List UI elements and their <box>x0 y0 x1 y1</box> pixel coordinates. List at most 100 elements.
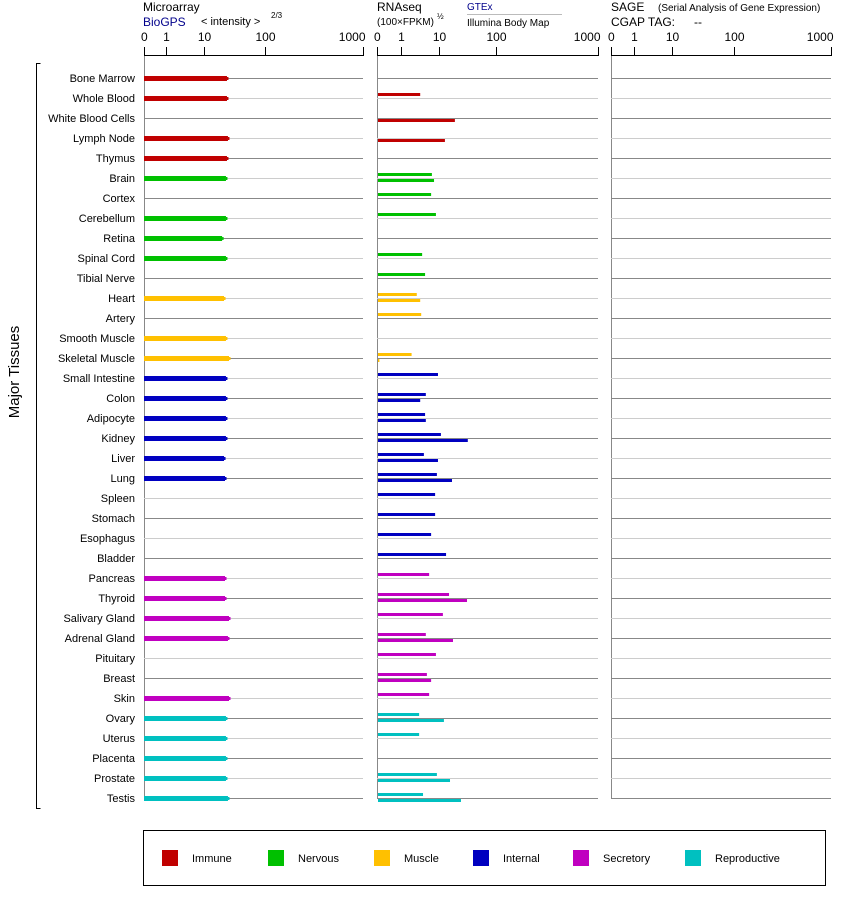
microarray-title: Microarray <box>143 0 200 14</box>
rnaseq-bar <box>378 553 447 556</box>
microarray-bar <box>144 576 226 581</box>
legend-swatch-secretory <box>573 850 589 866</box>
microarray-bar <box>144 456 225 461</box>
tissue-label: Ovary <box>106 713 136 725</box>
rnaseq-bar <box>378 213 436 216</box>
tissue-label: Stomach <box>92 513 135 525</box>
rnaseq-bar <box>378 399 421 402</box>
microarray-bar-cap <box>225 577 227 580</box>
tissue-label: Testis <box>107 793 136 805</box>
sage-tick-label: 100 <box>724 30 744 44</box>
tissue-label: Bone Marrow <box>70 73 135 85</box>
sage-tick-label: 10 <box>666 30 680 44</box>
rnaseq-bar <box>378 713 420 716</box>
tissue-label: Cerebellum <box>79 213 135 225</box>
microarray-tick-label: 1 <box>163 30 170 44</box>
tissue-label: Cortex <box>103 193 136 205</box>
rnaseq-bar <box>378 493 436 496</box>
microarray-bar-cap <box>225 337 228 340</box>
rnaseq-bar <box>378 719 444 722</box>
microarray-bar <box>144 216 226 221</box>
microarray-bar <box>144 436 226 441</box>
rnaseq-bar <box>378 599 468 602</box>
tissue-label: Esophagus <box>80 533 136 545</box>
microarray-bar-cap <box>226 77 229 80</box>
microarray-bar <box>144 236 223 241</box>
rnaseq-bar <box>378 413 426 416</box>
microarray-bar-cap <box>222 237 224 240</box>
rnaseq-bar <box>378 179 435 182</box>
legend-swatch-immune <box>162 850 178 866</box>
rnaseq-bar <box>378 293 417 296</box>
rnaseq-bar <box>378 673 427 676</box>
tissue-label: Liver <box>111 453 135 465</box>
microarray-bar <box>144 336 226 341</box>
tissue-label: Pancreas <box>89 573 136 585</box>
microarray-bar-cap <box>225 717 228 720</box>
rnaseq-bar <box>378 453 424 456</box>
microarray-bar <box>144 776 226 781</box>
rnaseq-bar <box>378 613 443 616</box>
microarray-bar-cap <box>224 457 226 460</box>
sage-tick-label: 0 <box>608 30 615 44</box>
sage-subtitle: (Serial Analysis of Gene Expression) <box>658 3 820 14</box>
rnaseq-bar <box>378 459 438 462</box>
tissue-label: Colon <box>106 393 135 405</box>
microarray-tick-label: 100 <box>255 30 275 44</box>
tissue-label: Bladder <box>97 553 135 565</box>
rnaseq-bar <box>378 193 432 196</box>
rnaseq-bar <box>378 799 461 802</box>
rnaseq-bar <box>378 479 452 482</box>
rnaseq-bar <box>378 593 450 596</box>
rnaseq-tick-label: 0 <box>374 30 381 44</box>
gtex-link[interactable]: GTEx <box>467 2 493 13</box>
biogps-link[interactable]: BioGPS <box>143 15 186 29</box>
microarray-bar-cap <box>225 737 228 740</box>
tissue-label: Lung <box>111 473 135 485</box>
tissue-label: Uterus <box>103 733 136 745</box>
cgap-tag-label: CGAP TAG: <box>611 15 675 29</box>
tissue-label: Adrenal Gland <box>65 633 135 645</box>
microarray-bar-cap <box>227 797 230 800</box>
rnaseq-bar <box>378 313 422 316</box>
tissue-label: Thyroid <box>98 593 135 605</box>
rnaseq-bar <box>378 433 441 436</box>
tissue-label: Artery <box>106 313 136 325</box>
tissue-label: Retina <box>103 233 136 245</box>
rnaseq-title: RNAseq <box>377 0 422 14</box>
legend-swatch-internal <box>473 850 489 866</box>
rnaseq-bar <box>378 633 426 636</box>
rnaseq-bar <box>378 419 426 422</box>
microarray-bar-cap <box>226 157 229 160</box>
tissue-label: Placenta <box>92 753 136 765</box>
tissue-label: Prostate <box>94 773 135 785</box>
y-axis-label: Major Tissues <box>6 326 23 419</box>
microarray-bar-cap <box>227 137 230 140</box>
microarray-bar <box>144 736 226 741</box>
tissue-label: Tibial Nerve <box>77 273 135 285</box>
tissue-label: Spinal Cord <box>78 253 135 265</box>
rnaseq-unit: (100×FPKM) <box>377 17 434 28</box>
rnaseq-bar <box>378 359 380 362</box>
microarray-bar <box>144 596 226 601</box>
microarray-bar-cap <box>225 477 227 480</box>
microarray-bar <box>144 156 227 161</box>
microarray-bar-cap <box>224 297 226 300</box>
tissue-label: Spleen <box>101 493 135 505</box>
microarray-bar-cap <box>229 617 231 620</box>
rnaseq-bar <box>378 679 432 682</box>
rnaseq-bar <box>378 439 468 442</box>
microarray-bar <box>144 636 228 641</box>
rnaseq-bar <box>378 473 437 476</box>
microarray-bar <box>144 96 227 101</box>
rnaseq-unit-exponent: ½ <box>437 12 444 21</box>
tissue-label: Smooth Muscle <box>59 333 135 345</box>
rnaseq-bar <box>378 693 430 696</box>
legend-label-secretory: Secretory <box>603 853 651 865</box>
tissue-label: Lymph Node <box>73 133 135 145</box>
sage-title: SAGE <box>611 0 644 14</box>
tissue-label: Skeletal Muscle <box>58 353 135 365</box>
tissue-label: Kidney <box>101 433 135 445</box>
microarray-bar <box>144 476 226 481</box>
rnaseq-tick-label: 1000 <box>574 30 601 44</box>
